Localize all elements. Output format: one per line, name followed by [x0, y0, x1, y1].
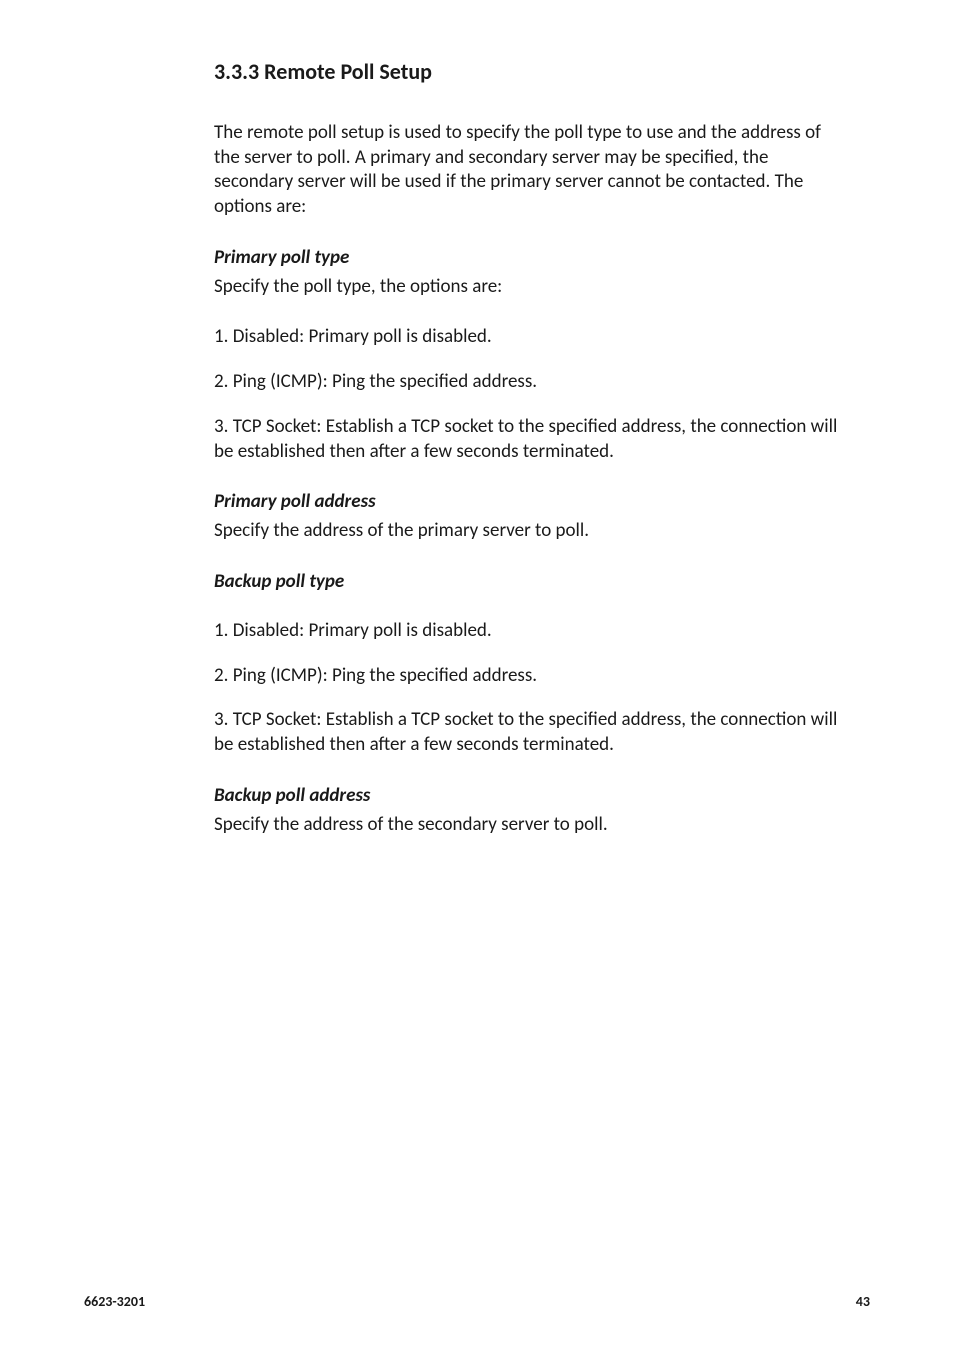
primary-poll-type-heading: Primary poll type — [214, 246, 844, 269]
backup-poll-address-desc: Specify the address of the secondary ser… — [214, 813, 844, 838]
doc-number: 6623-3201 — [84, 1293, 145, 1310]
backup-poll-type-opt2: 2. Ping (ICMP): Ping the specified addre… — [214, 664, 844, 689]
section-title: 3.3.3 Remote Poll Setup — [214, 58, 844, 85]
page-content: 3.3.3 Remote Poll Setup The remote poll … — [0, 0, 954, 837]
backup-poll-type-heading: Backup poll type — [214, 570, 844, 593]
primary-poll-type-desc: Specify the poll type, the options are: — [214, 275, 844, 300]
primary-poll-type-opt3: 3. TCP Socket: Establish a TCP socket to… — [214, 415, 844, 464]
page-number: 43 — [856, 1293, 870, 1310]
backup-poll-type-opt1: 1. Disabled: Primary poll is disabled. — [214, 619, 844, 644]
page-footer: 6623-3201 43 — [0, 1293, 954, 1310]
intro-paragraph: The remote poll setup is used to specify… — [214, 121, 844, 220]
backup-poll-type-opt3: 3. TCP Socket: Establish a TCP socket to… — [214, 708, 844, 757]
primary-poll-address-heading: Primary poll address — [214, 490, 844, 513]
backup-poll-address-heading: Backup poll address — [214, 784, 844, 807]
primary-poll-type-opt1: 1. Disabled: Primary poll is disabled. — [214, 325, 844, 350]
primary-poll-type-opt2: 2. Ping (ICMP): Ping the specified addre… — [214, 370, 844, 395]
primary-poll-address-desc: Specify the address of the primary serve… — [214, 519, 844, 544]
